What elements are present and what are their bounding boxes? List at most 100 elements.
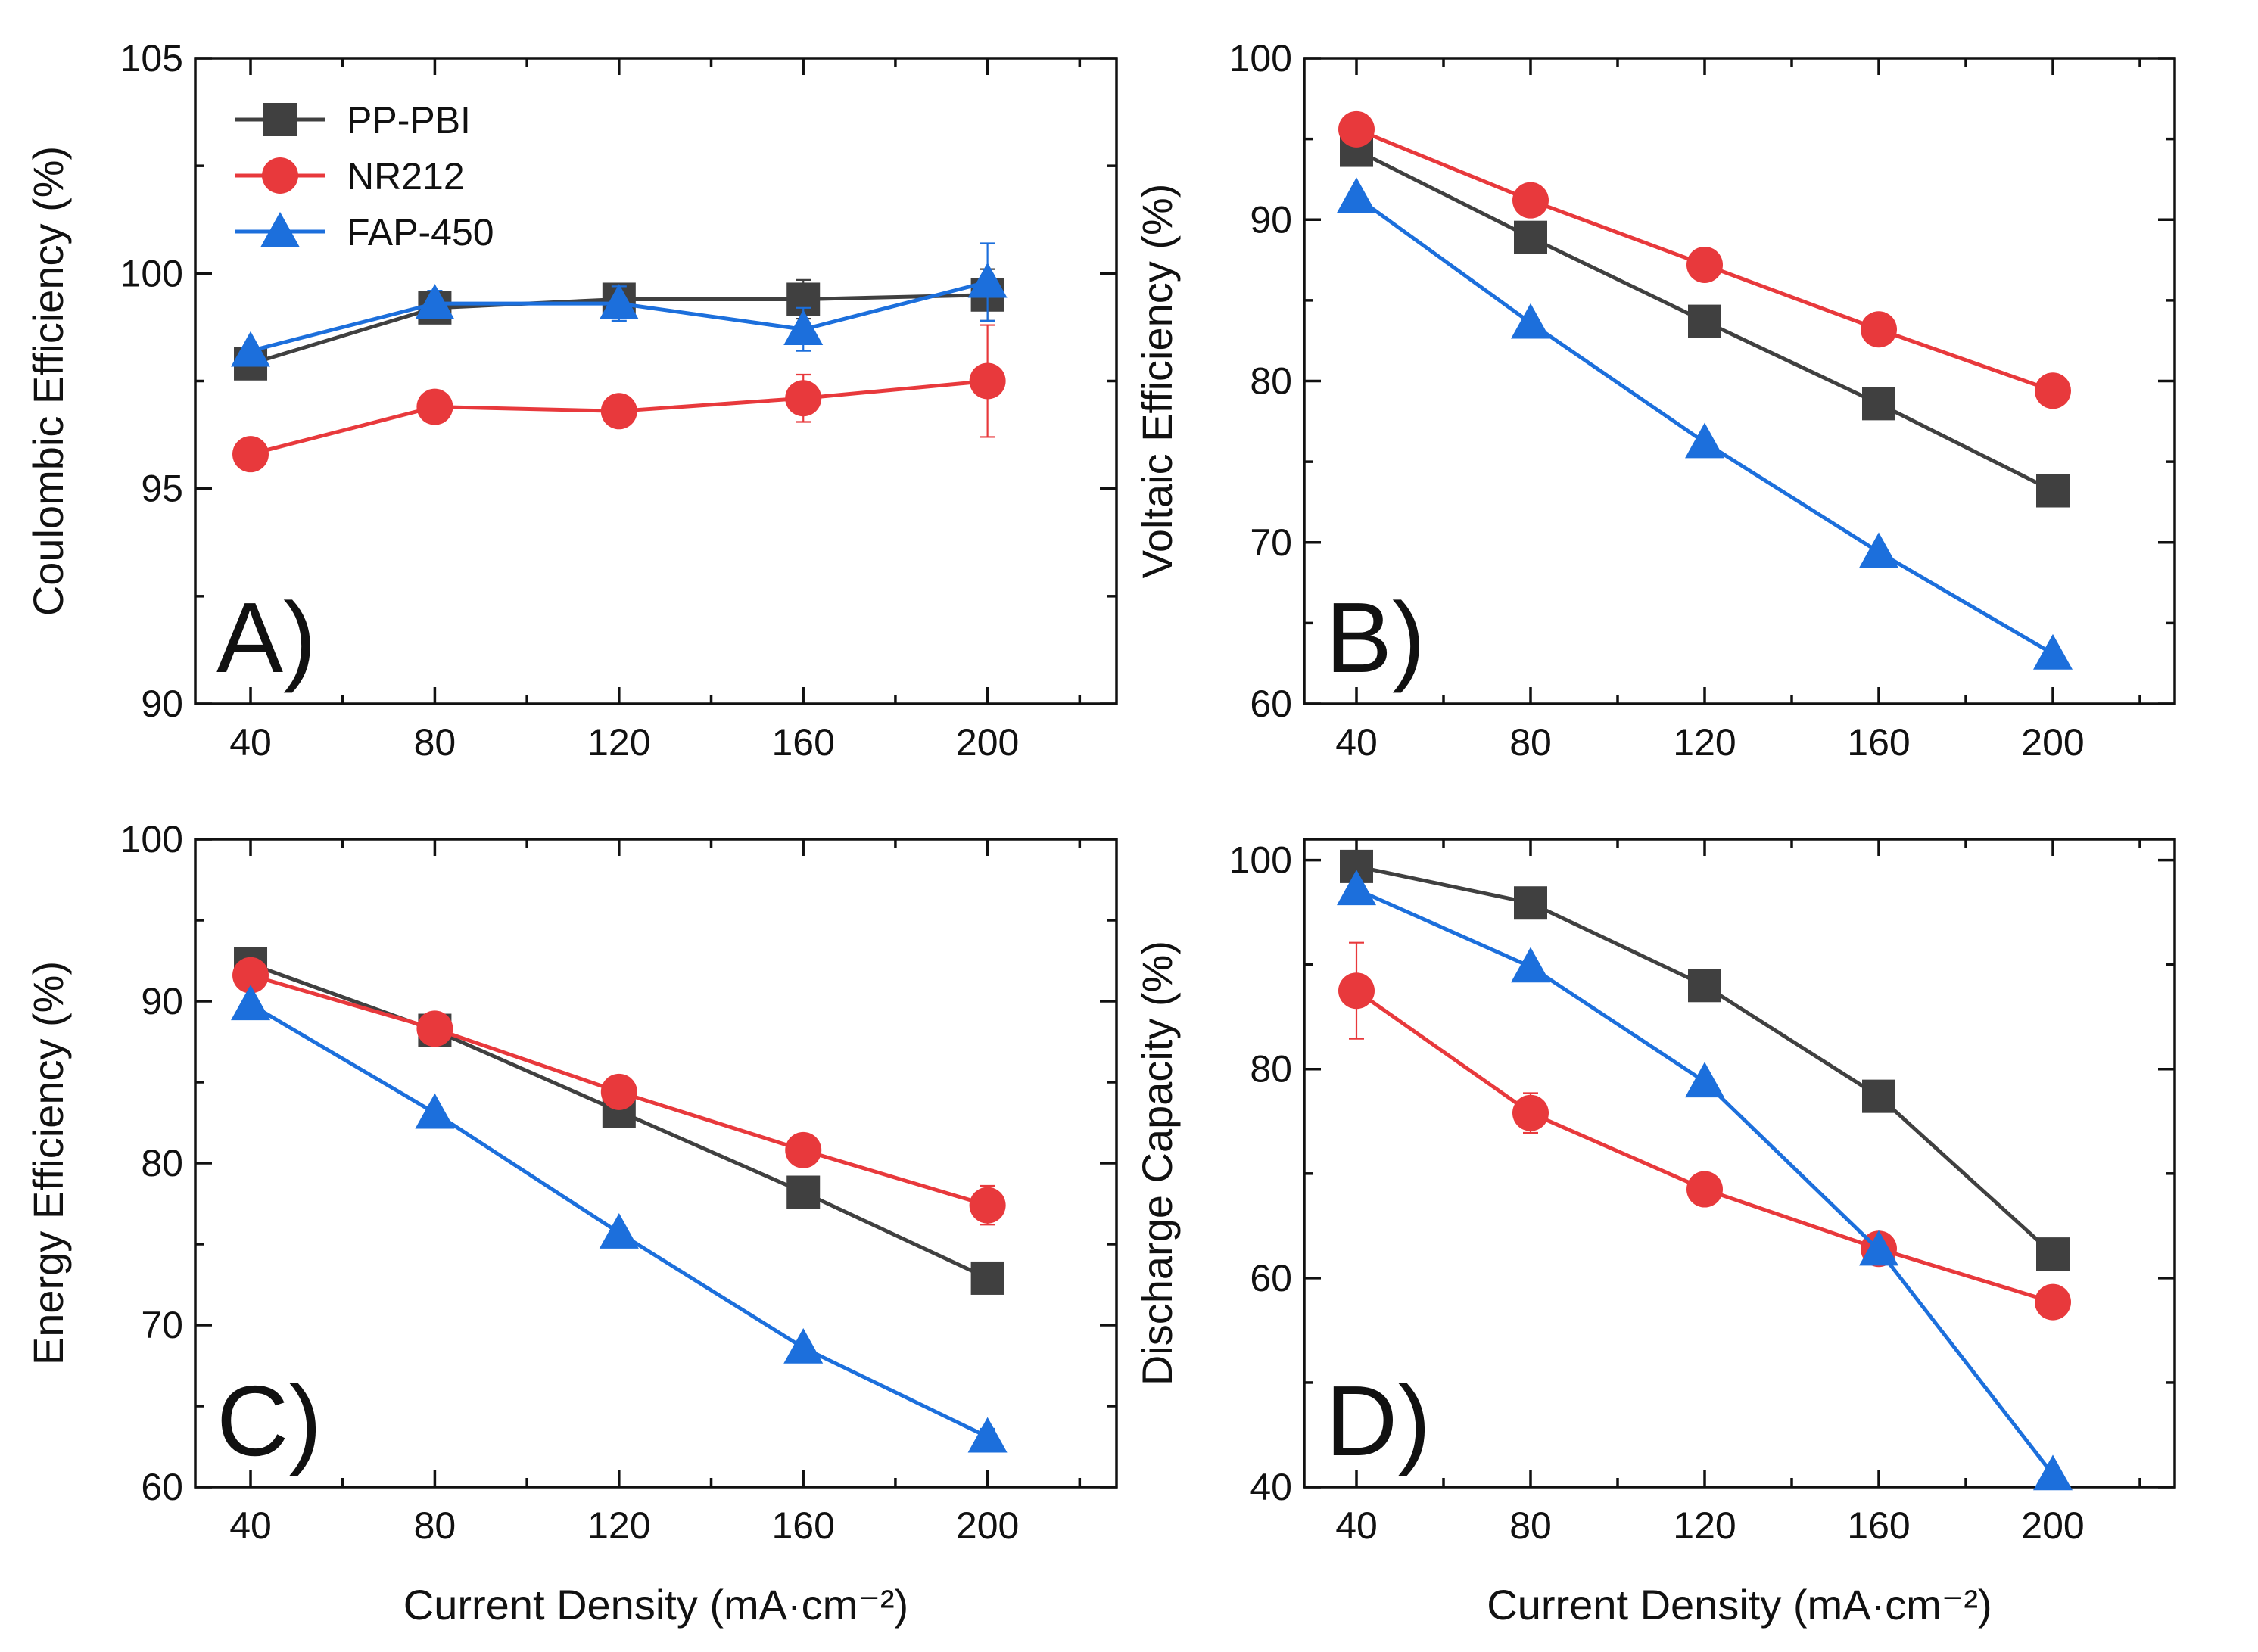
x-tick-label: 80 xyxy=(414,1504,456,1547)
x-tick-label: 160 xyxy=(1847,721,1910,764)
x-tick-label: 80 xyxy=(1509,1504,1552,1547)
data-point xyxy=(1338,110,1375,148)
y-tick-label: 95 xyxy=(141,468,183,510)
data-point xyxy=(1514,220,1547,254)
y-axis-title: Voltaic Efficiency (%) xyxy=(1133,184,1181,579)
data-point xyxy=(415,1093,455,1129)
x-tick-label: 40 xyxy=(1335,1504,1378,1547)
legend-marker xyxy=(262,157,298,194)
y-tick-label: 70 xyxy=(1250,521,1292,564)
x-tick-label: 40 xyxy=(229,1504,272,1547)
x-tick-label: 120 xyxy=(1673,1504,1736,1547)
data-point xyxy=(785,1131,822,1168)
data-point xyxy=(969,362,1006,400)
series-fap-450 xyxy=(1337,177,2073,670)
data-point xyxy=(2036,1237,2070,1271)
data-point xyxy=(1512,1094,1549,1131)
data-point xyxy=(1862,1079,1895,1113)
data-point xyxy=(232,957,269,994)
data-point xyxy=(2035,1283,2071,1321)
panel-label: D) xyxy=(1325,1365,1431,1476)
series-nr212 xyxy=(1338,110,2071,409)
x-axis-title: Current Density (mA·cm⁻²) xyxy=(403,1581,908,1629)
y-tick-label: 90 xyxy=(141,683,183,725)
y-tick-label: 90 xyxy=(141,980,183,1022)
y-axis-title: Energy Efficiency (%) xyxy=(24,961,72,1365)
data-point xyxy=(1859,1230,1898,1266)
data-point xyxy=(416,1010,453,1047)
y-tick-label: 80 xyxy=(141,1142,183,1184)
series-pp-pbi xyxy=(1340,849,2070,1271)
data-point xyxy=(786,1175,821,1209)
plot-frame xyxy=(194,838,1118,1489)
data-point xyxy=(600,1073,637,1110)
data-point xyxy=(2033,1454,2073,1491)
data-point xyxy=(1686,246,1723,283)
x-tick-label: 120 xyxy=(1673,721,1736,764)
data-point xyxy=(416,388,453,425)
legend-item-nr212: NR212 xyxy=(235,155,465,198)
y-tick-label: 100 xyxy=(120,818,183,860)
x-tick-label: 160 xyxy=(772,1504,835,1547)
data-point xyxy=(1688,304,1721,338)
data-point xyxy=(969,1187,1006,1224)
x-axis-title: Current Density (mA·cm⁻²) xyxy=(1487,1581,1992,1629)
data-point xyxy=(1338,972,1375,1010)
data-point xyxy=(1685,1062,1724,1098)
y-tick-label: 105 xyxy=(120,37,183,79)
data-point xyxy=(599,1213,639,1249)
data-point xyxy=(1861,311,1897,348)
x-tick-label: 120 xyxy=(587,1504,650,1547)
legend-marker xyxy=(260,212,300,247)
data-point xyxy=(599,284,639,319)
series-nr212 xyxy=(232,957,1006,1226)
x-tick-label: 40 xyxy=(1335,721,1378,764)
panel-a: 40 80 120 160 200 90 95 100 105 Coulombic Efficie… xyxy=(24,37,1118,764)
data-point xyxy=(783,1327,824,1364)
panel-b: 40 80 120 160 200 60 70 80 90 100 Voltaic Efficien… xyxy=(1133,37,2176,764)
data-point xyxy=(970,1261,1004,1295)
data-point xyxy=(1337,177,1376,213)
legend: PP-PBI NR212 FAP-450 xyxy=(235,99,494,254)
y-tick-label: 80 xyxy=(1250,1048,1292,1090)
y-tick-label: 70 xyxy=(141,1304,183,1346)
data-point xyxy=(2035,372,2071,409)
data-point xyxy=(231,985,271,1021)
panel-label: B) xyxy=(1325,582,1425,693)
data-point xyxy=(783,310,824,346)
data-point xyxy=(2033,633,2073,670)
series-line xyxy=(1355,989,2054,1305)
series-fap-450 xyxy=(231,242,1008,367)
legend-item-fap-450: FAP-450 xyxy=(235,211,494,254)
x-tick-label: 200 xyxy=(956,721,1019,764)
y-tick-label: 60 xyxy=(1250,683,1292,725)
data-point xyxy=(967,1417,1008,1453)
series-fap-450 xyxy=(1337,870,2073,1491)
x-tick-label: 80 xyxy=(414,721,456,764)
data-point xyxy=(232,436,269,473)
x-tick-label: 160 xyxy=(1847,1504,1910,1547)
data-point xyxy=(1862,387,1895,421)
panel-d: 40 80 120 160 200 40 60 80 100 Discharge Capacity… xyxy=(1133,838,2176,1629)
legend-label: PP-PBI xyxy=(347,99,471,142)
legend-marker xyxy=(263,103,297,136)
data-point xyxy=(600,393,637,430)
data-point xyxy=(1686,1171,1723,1208)
legend-label: FAP-450 xyxy=(347,211,494,254)
legend-item-pp-pbi: PP-PBI xyxy=(235,99,471,142)
series-fap-450 xyxy=(231,985,1008,1453)
series-nr212 xyxy=(232,324,1006,473)
panel-label: C) xyxy=(216,1365,322,1476)
data-point xyxy=(2036,474,2070,508)
legend-label: NR212 xyxy=(347,155,465,198)
x-tick-label: 120 xyxy=(587,721,650,764)
y-tick-label: 100 xyxy=(1229,839,1292,882)
y-axis-title: Coulombic Efficiency (%) xyxy=(24,146,72,616)
x-tick-label: 40 xyxy=(229,721,272,764)
data-point xyxy=(1688,969,1721,1003)
x-tick-label: 160 xyxy=(772,721,835,764)
data-point xyxy=(1337,870,1376,906)
y-tick-label: 60 xyxy=(141,1466,183,1508)
x-tick-label: 200 xyxy=(2021,721,2084,764)
x-tick-label: 80 xyxy=(1509,721,1552,764)
